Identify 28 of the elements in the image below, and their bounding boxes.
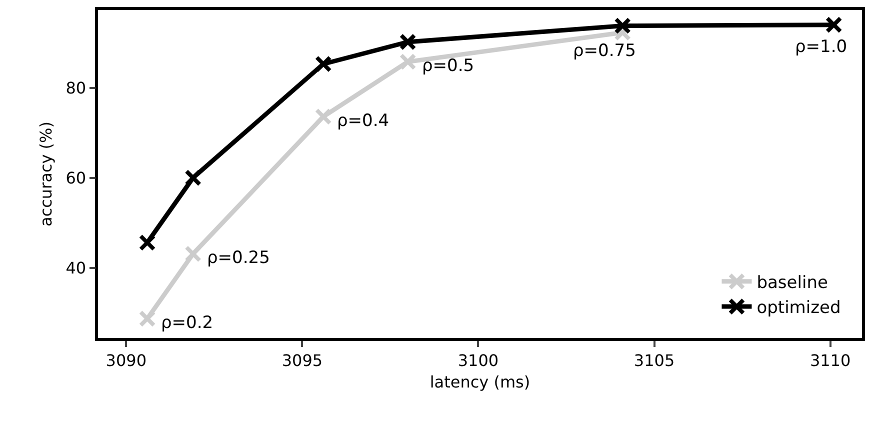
point xyxy=(825,16,842,34)
point xyxy=(314,108,332,126)
point xyxy=(184,169,202,186)
x-tick-label: 3090 xyxy=(106,350,147,370)
point xyxy=(399,53,416,70)
point xyxy=(314,55,332,72)
y-tick-label: 40 xyxy=(66,258,86,278)
x-tick-label: 3095 xyxy=(282,350,323,370)
point xyxy=(184,245,202,262)
annotation: ρ=0.75 xyxy=(573,41,636,61)
annotation: ρ=1.0 xyxy=(795,37,848,57)
x-tick-label: 3110 xyxy=(810,350,851,370)
x-tick-label: 3100 xyxy=(458,350,499,370)
y-axis-title: accuracy (%) xyxy=(36,122,56,226)
annotation: ρ=0.2 xyxy=(161,313,214,333)
annotation: ρ=0.4 xyxy=(337,111,390,131)
legend-label: baseline xyxy=(756,273,828,294)
y-tick-label: 80 xyxy=(66,78,86,98)
point xyxy=(614,17,632,34)
legend-label: optimized xyxy=(756,298,841,318)
x-axis-title: latency (ms) xyxy=(430,372,530,392)
point xyxy=(399,33,416,50)
x-tick-label: 3105 xyxy=(634,350,675,370)
annotation: ρ=0.5 xyxy=(422,56,474,76)
annotation: ρ=0.25 xyxy=(207,248,270,268)
point xyxy=(138,234,156,252)
y-tick-label: 60 xyxy=(66,168,86,188)
point xyxy=(138,310,156,328)
